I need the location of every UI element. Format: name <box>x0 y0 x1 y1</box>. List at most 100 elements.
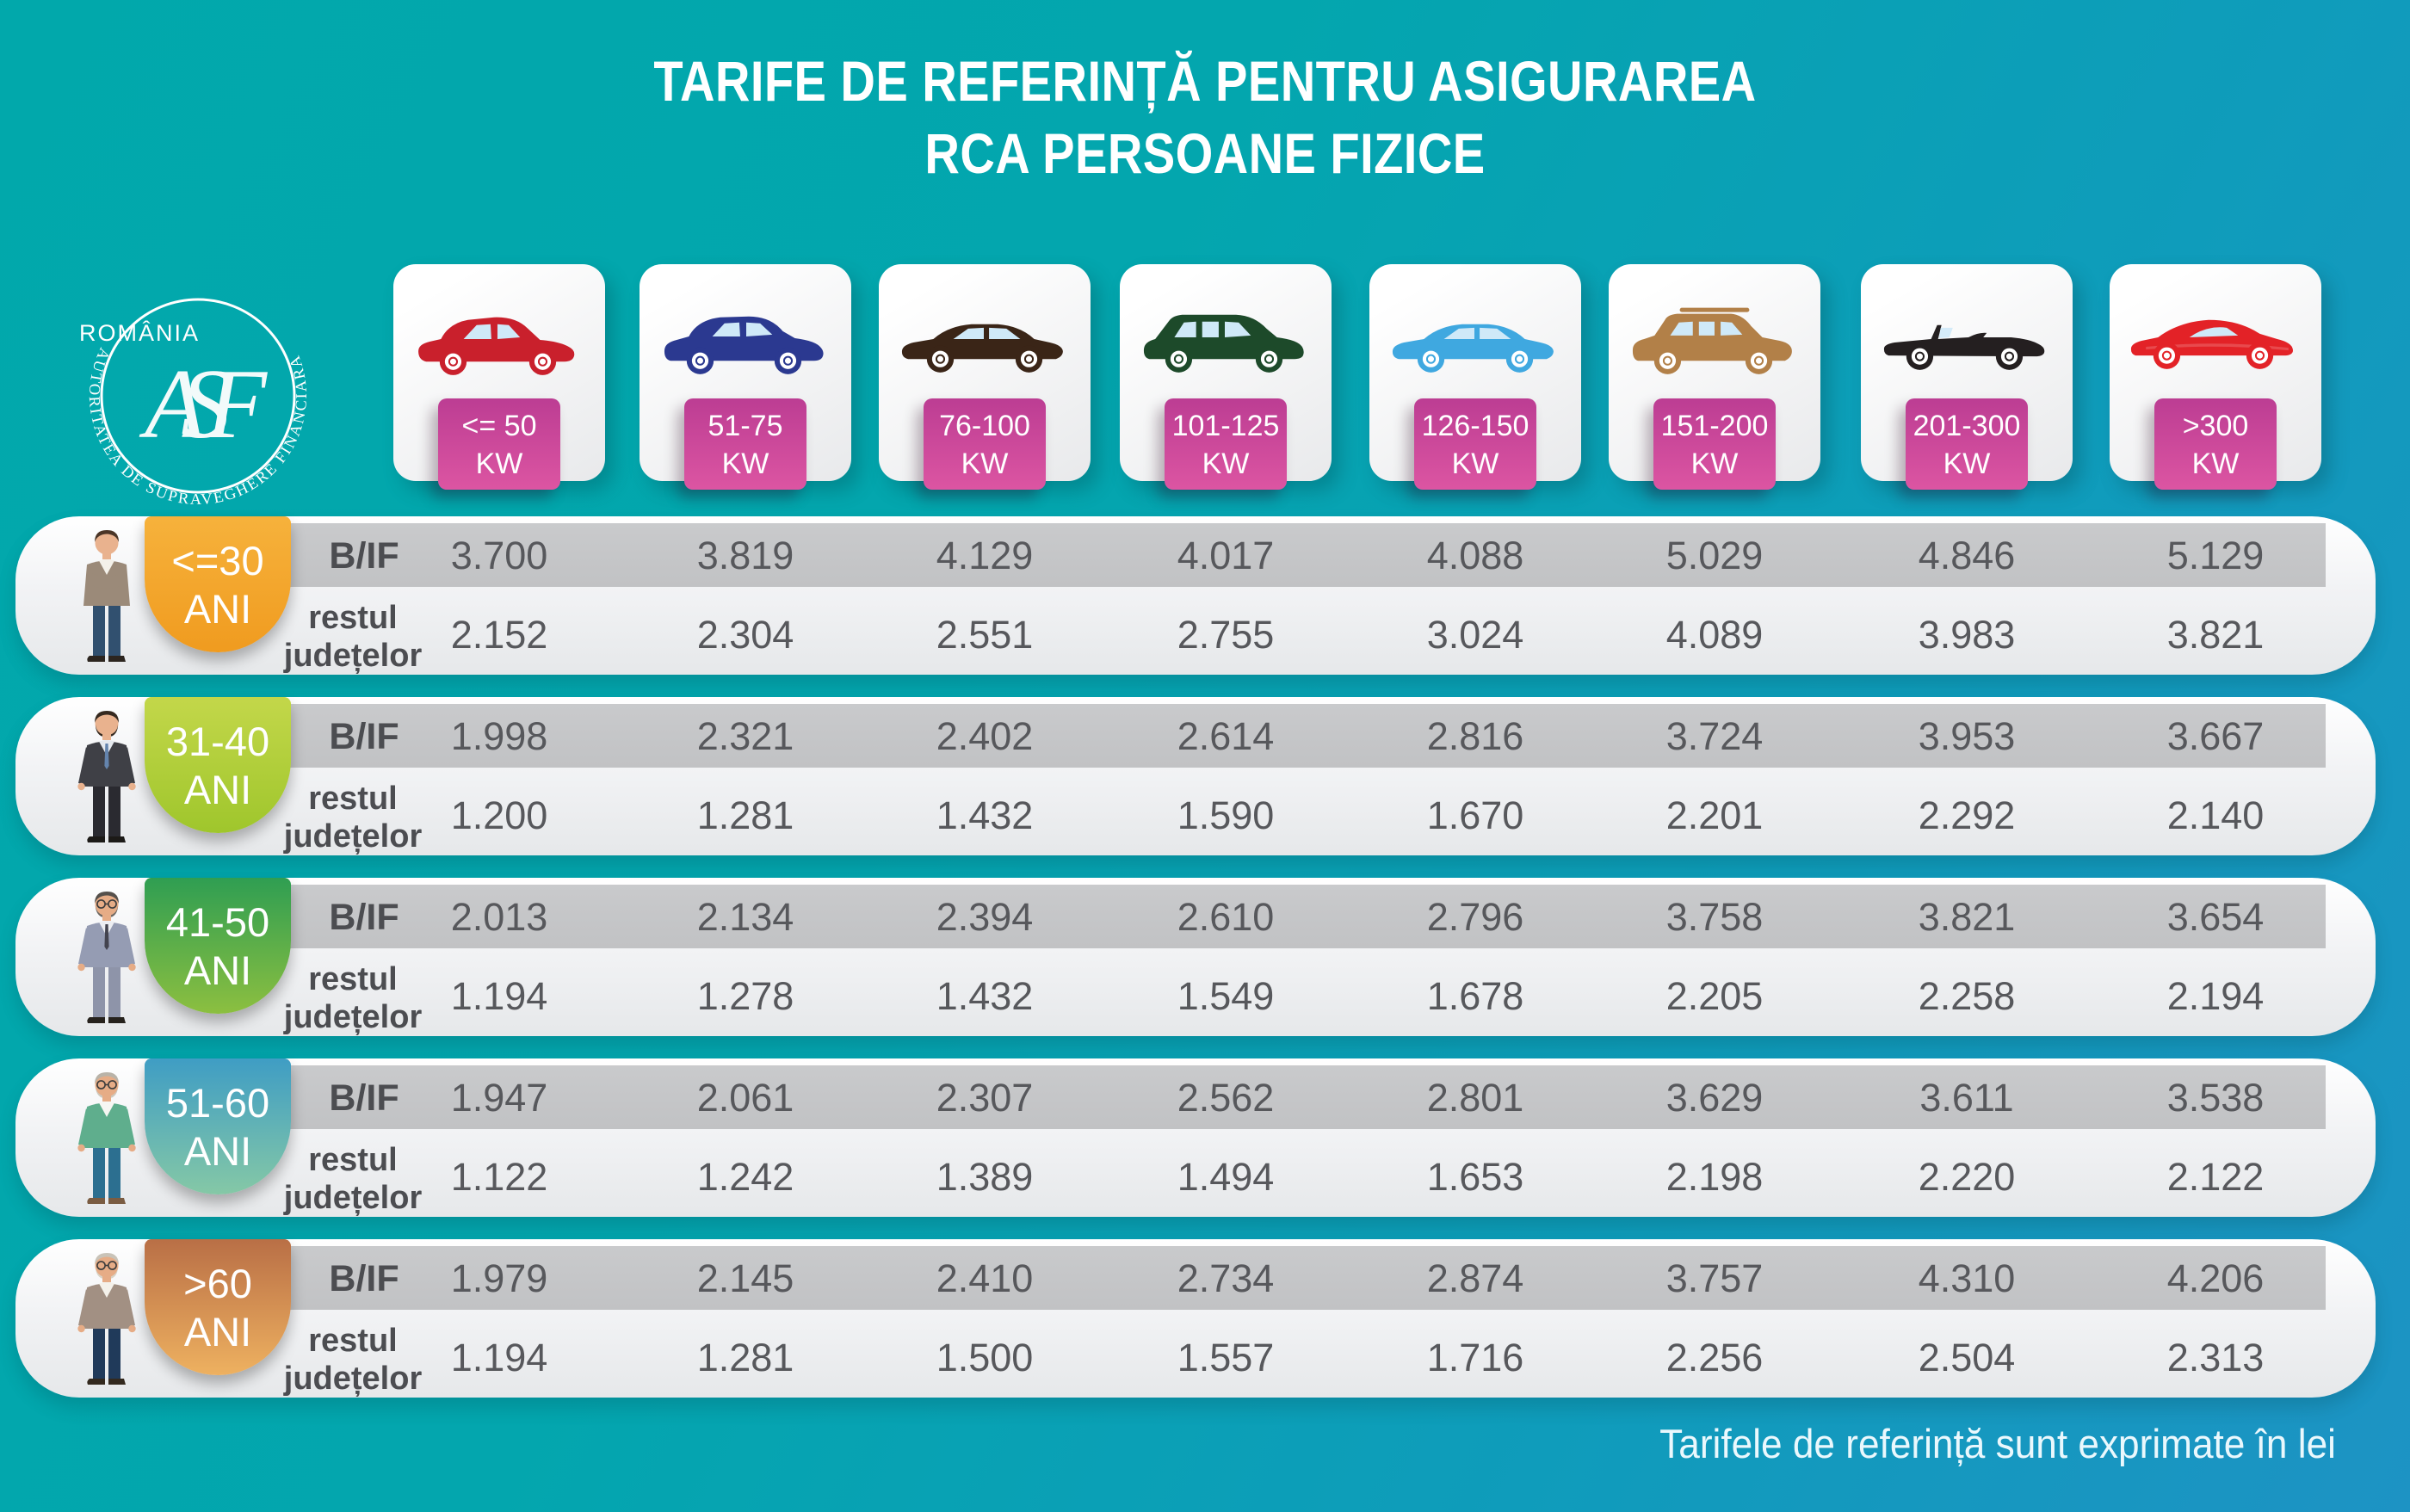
sedan-car-icon <box>898 295 1072 388</box>
tariff-rest-cell: 1.678 <box>1426 974 1524 1018</box>
tariff-bif-cell: 2.134 <box>696 895 794 939</box>
tariff-rest-cell: 1.281 <box>696 1336 794 1379</box>
tariff-bif-cell: 1.998 <box>450 714 548 758</box>
tariff-rest-cell: 1.590 <box>1177 793 1275 837</box>
person-icon <box>52 1067 162 1210</box>
power-range-value: 51-75 <box>708 410 783 442</box>
age-group-row-5: >60 ANI B/IF restul județelor 1.979 2.145… <box>15 1239 2376 1398</box>
age-group-row-2: 31-40 ANI B/IF restul județelor 1.998 2.3… <box>15 697 2376 855</box>
age-unit-label: ANI <box>183 1309 252 1355</box>
age-badge: 31-40 ANI <box>145 697 291 833</box>
vehicle-column-card-4: 101-125 KW <box>1120 264 1332 490</box>
tariff-rest-cell: 2.122 <box>2166 1155 2265 1199</box>
tariff-rest-cell: 3.983 <box>1918 613 2016 657</box>
tariff-rest-cell: 3.821 <box>2166 613 2265 657</box>
age-range-label: 51-60 <box>165 1080 270 1126</box>
tariff-rest-cell: 3.024 <box>1426 613 1524 657</box>
rest-label-line-1: restul <box>308 961 398 997</box>
power-range-tag: >300 KW <box>2154 398 2277 490</box>
tariff-bif-cell: 3.724 <box>1665 714 1764 758</box>
age-range-label: >60 <box>183 1261 252 1306</box>
sedan-car-icon <box>1388 295 1562 388</box>
tariff-bif-cell: 2.562 <box>1177 1076 1275 1120</box>
tariff-bif-cell: 3.821 <box>1918 895 2016 939</box>
rest-of-counties-label: restul județelor <box>267 1141 439 1217</box>
tariff-bif-cell: 1.979 <box>450 1256 548 1300</box>
tariff-rest-cell: 2.258 <box>1918 974 2016 1018</box>
asf-logo: AUTORITATEA DE SUPRAVEGHERE FINANCIARĂ R… <box>34 258 362 516</box>
power-range-value: 76-100 <box>939 410 1030 442</box>
age-unit-label: ANI <box>183 586 252 632</box>
tariff-rest-cell: 1.200 <box>450 793 548 837</box>
bif-label: B/IF <box>329 1077 399 1119</box>
convertible-car-icon <box>1880 295 2054 388</box>
tariff-rest-cell: 1.194 <box>450 1336 548 1379</box>
rest-label-line-2: județelor <box>283 638 423 674</box>
tariff-rest-cell: 1.653 <box>1426 1155 1524 1199</box>
hatchback-car-icon <box>412 295 586 388</box>
bif-band <box>272 1246 2326 1310</box>
tariff-rest-cell: 1.389 <box>936 1155 1034 1199</box>
tariff-bif-cell: 2.610 <box>1177 895 1275 939</box>
minivan-car-icon <box>1139 295 1313 388</box>
person-icon <box>52 706 162 849</box>
tariff-rest-cell: 2.256 <box>1665 1336 1764 1379</box>
tariff-bif-cell: 3.629 <box>1665 1076 1764 1120</box>
rest-of-counties-label: restul județelor <box>267 960 439 1036</box>
age-badge: >60 ANI <box>145 1239 291 1375</box>
tariff-bif-cell: 2.307 <box>936 1076 1034 1120</box>
age-range-label: 31-40 <box>165 719 270 764</box>
age-group-row-3: 41-50 ANI B/IF restul județelor 2.013 2.1… <box>15 878 2376 1036</box>
asf-monogram: ASF <box>139 349 269 459</box>
tariff-rest-cell: 1.122 <box>450 1155 548 1199</box>
tariff-bif-cell: 5.129 <box>2166 534 2265 577</box>
tariff-rest-cell: 1.432 <box>936 974 1034 1018</box>
tariff-bif-cell: 3.819 <box>696 534 794 577</box>
tariff-bif-cell: 4.017 <box>1177 534 1275 577</box>
age-badge: 51-60 ANI <box>145 1058 291 1194</box>
power-range-value: 201-300 <box>1913 410 2021 442</box>
age-range-label: 41-50 <box>165 899 270 945</box>
tariff-rest-cell: 2.220 <box>1918 1155 2016 1199</box>
power-range-unit: KW <box>1943 447 1991 480</box>
tariff-bif-cell: 4.206 <box>2166 1256 2265 1300</box>
tariff-rest-cell: 1.670 <box>1426 793 1524 837</box>
tariff-bif-cell: 2.614 <box>1177 714 1275 758</box>
tariff-bif-cell: 3.953 <box>1918 714 2016 758</box>
bif-band <box>272 885 2326 948</box>
power-range-unit: KW <box>961 447 1009 480</box>
tariff-bif-cell: 4.088 <box>1426 534 1524 577</box>
power-range-tag: 151-200 KW <box>1653 398 1776 490</box>
tariff-bif-cell: 2.402 <box>936 714 1034 758</box>
power-range-unit: KW <box>1451 447 1499 480</box>
tariff-bif-cell: 2.801 <box>1426 1076 1524 1120</box>
title-line-2: RCA PERSOANE FIZICE <box>924 121 1486 185</box>
tariff-rest-cell: 1.281 <box>696 793 794 837</box>
tariff-rest-cell: 1.432 <box>936 793 1034 837</box>
footer-note: Tarifele de referință sunt exprimate în … <box>1659 1421 2336 1466</box>
tariff-rest-cell: 2.152 <box>450 613 548 657</box>
power-range-unit: KW <box>1202 447 1250 480</box>
age-unit-label: ANI <box>183 767 252 812</box>
tariff-bif-cell: 3.758 <box>1665 895 1764 939</box>
vehicle-column-card-6: 151-200 KW <box>1609 264 1820 490</box>
power-range-value: 101-125 <box>1171 410 1280 442</box>
power-range-tag: 126-150 KW <box>1414 398 1536 490</box>
suv-car-icon <box>1628 295 1801 388</box>
rest-label-line-2: județelor <box>283 818 423 855</box>
age-group-row-1: <=30 ANI B/IF restul județelor 3.700 3.81… <box>15 516 2376 675</box>
power-range-tag: <= 50 KW <box>438 398 560 490</box>
rest-label-line-1: restul <box>308 1142 398 1178</box>
tariff-bif-cell: 4.129 <box>936 534 1034 577</box>
tariff-rest-cell: 1.500 <box>936 1336 1034 1379</box>
tariff-rest-cell: 2.140 <box>2166 793 2265 837</box>
rest-label-line-1: restul <box>308 600 398 636</box>
tariff-bif-cell: 2.874 <box>1426 1256 1524 1300</box>
age-unit-label: ANI <box>183 947 252 993</box>
tariff-rest-cell: 1.194 <box>450 974 548 1018</box>
tariff-rest-cell: 2.198 <box>1665 1155 1764 1199</box>
tariff-bif-cell: 2.061 <box>696 1076 794 1120</box>
vehicle-column-card-2: 51-75 KW <box>640 264 851 490</box>
rest-label-line-1: restul <box>308 1323 398 1359</box>
tariff-rest-cell: 2.205 <box>1665 974 1764 1018</box>
